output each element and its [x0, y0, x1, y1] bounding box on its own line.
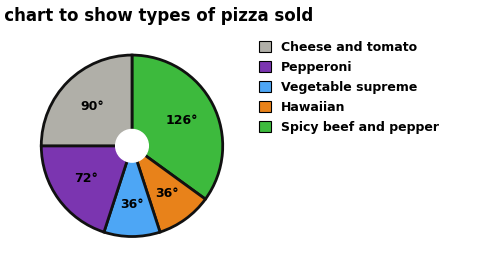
- Title: A pie chart to show types of pizza sold: A pie chart to show types of pizza sold: [0, 7, 313, 25]
- Text: 126°: 126°: [166, 114, 198, 127]
- Text: 90°: 90°: [80, 100, 104, 113]
- Circle shape: [116, 130, 148, 162]
- Legend: Cheese and tomato, Pepperoni, Vegetable supreme, Hawaiian, Spicy beef and pepper: Cheese and tomato, Pepperoni, Vegetable …: [256, 39, 442, 136]
- Text: 72°: 72°: [74, 172, 98, 185]
- Text: 36°: 36°: [155, 187, 179, 200]
- Wedge shape: [41, 55, 132, 146]
- Wedge shape: [132, 55, 223, 199]
- Wedge shape: [132, 146, 205, 232]
- Wedge shape: [41, 146, 132, 232]
- Wedge shape: [104, 146, 160, 237]
- Text: 36°: 36°: [120, 198, 144, 211]
